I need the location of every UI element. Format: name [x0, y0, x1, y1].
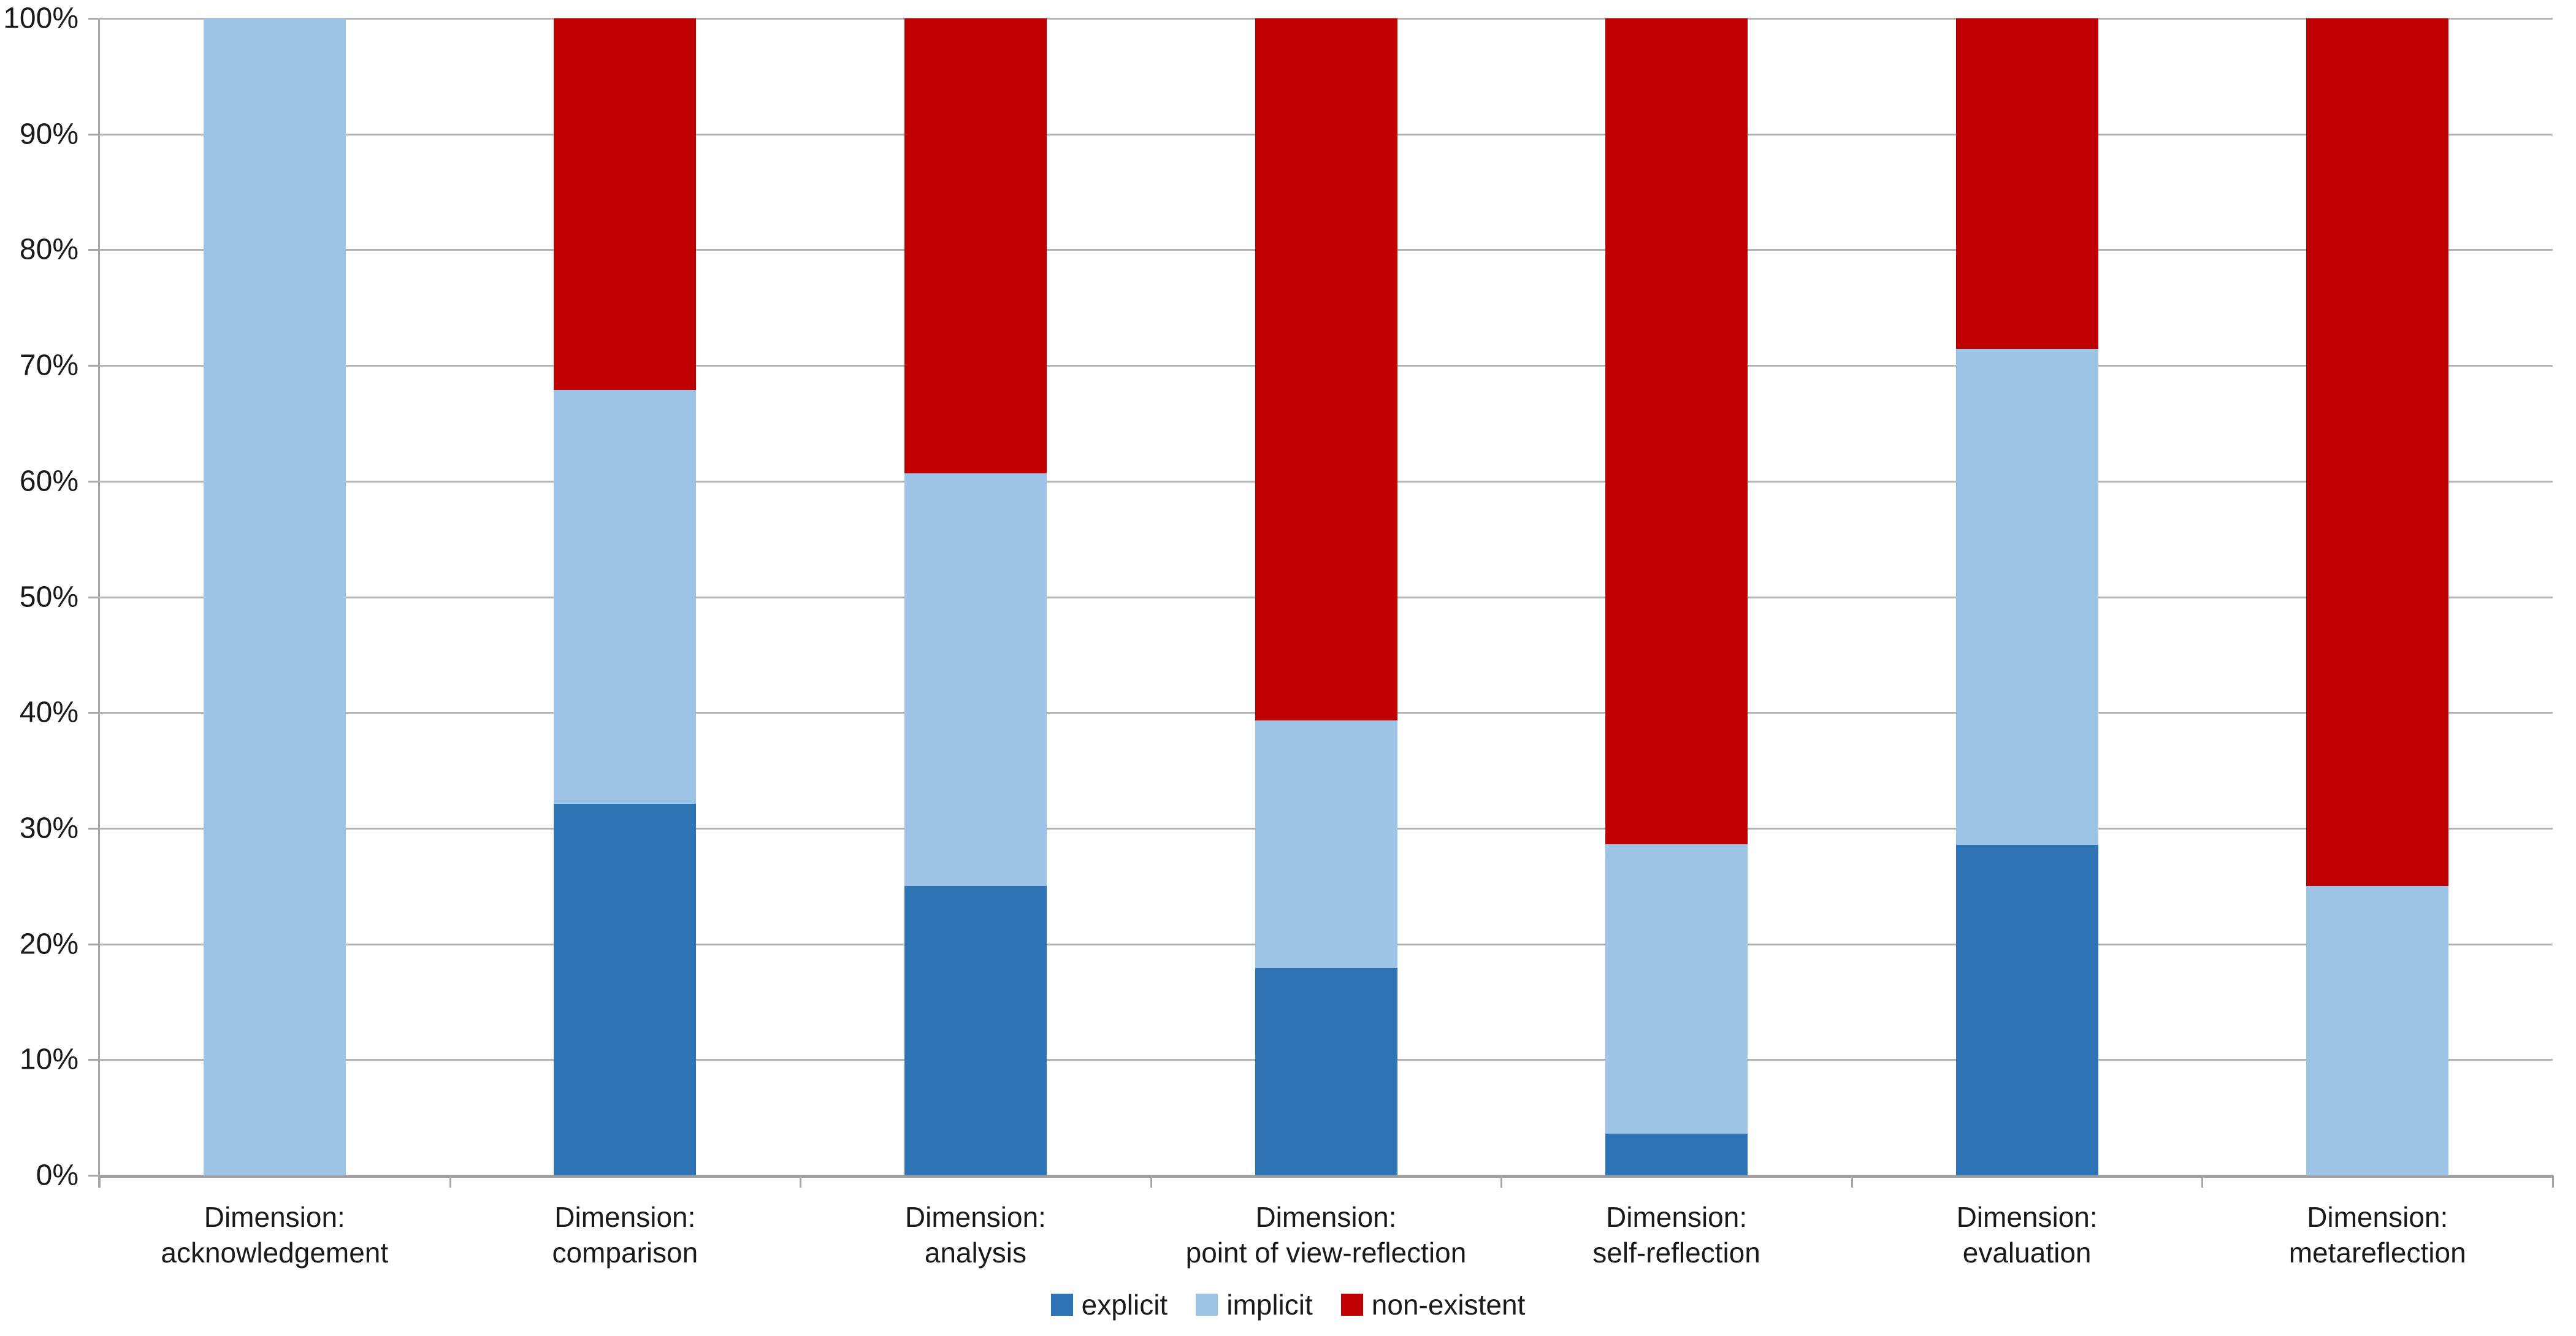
y-axis-label-60: 60%: [19, 465, 78, 498]
legend-item-explicit: explicit: [1050, 1288, 1168, 1321]
y-axis-tick-60: [88, 480, 98, 483]
y-axis-tick-30: [88, 827, 98, 830]
y-axis-tick-10: [88, 1059, 98, 1061]
bar-point-of-view-reflection-implicit: [1255, 720, 1397, 969]
bar-comparison-implicit: [554, 390, 697, 804]
x-axis-tick-0: [99, 1175, 101, 1188]
x-axis-label-point-of-view-reflection: Dimension: point of view-reflection: [1151, 1199, 1502, 1270]
bar-point-of-view-reflection-explicit: [1255, 968, 1397, 1175]
x-axis-label-line2: evaluation: [1962, 1237, 2092, 1269]
y-axis-label-70: 70%: [19, 349, 78, 382]
legend-label-non-existent: non-existent: [1371, 1289, 1526, 1321]
bar-self-reflection-non-existent: [1605, 18, 1748, 845]
y-axis-label-10: 10%: [19, 1043, 78, 1076]
y-axis-tick-0: [88, 1175, 98, 1177]
y-axis-tick-50: [88, 596, 98, 598]
y-axis-label-40: 40%: [19, 696, 78, 729]
bar-evaluation-non-existent: [1955, 18, 2098, 349]
x-axis-tick-4: [1500, 1175, 1503, 1188]
y-axis-label-100: 100%: [3, 2, 78, 35]
gridline-0: [99, 1175, 2553, 1178]
y-axis-tick-100: [88, 18, 98, 20]
legend-label-implicit: implicit: [1226, 1289, 1313, 1321]
x-axis-label-line2: analysis: [924, 1237, 1027, 1269]
x-axis-label-line1: Dimension:: [1606, 1201, 1748, 1233]
x-axis-label-self-reflection: Dimension: self-reflection: [1501, 1199, 1852, 1270]
x-axis-label-line1: Dimension:: [2307, 1201, 2448, 1233]
x-axis-tick-1: [449, 1175, 451, 1188]
plot-area: [88, 18, 2554, 1188]
y-axis-tick-80: [88, 249, 98, 251]
y-axis-tick-70: [88, 365, 98, 367]
x-axis-tick-6: [2201, 1175, 2204, 1188]
x-axis-label-acknowledgement: Dimension: acknowledgement: [99, 1199, 450, 1270]
legend-label-explicit: explicit: [1081, 1289, 1168, 1321]
y-axis-label-20: 20%: [19, 928, 78, 961]
x-axis-tick-7: [2552, 1175, 2554, 1188]
legend: explicit implicit non-existent: [0, 1285, 2576, 1324]
x-axis-label-line2: comparison: [552, 1237, 698, 1269]
y-axis-tick-90: [88, 133, 98, 136]
x-axis-tick-5: [1851, 1175, 1853, 1188]
x-axis-label-metareflection: Dimension: metareflection: [2202, 1199, 2553, 1270]
bar-comparison-non-existent: [554, 18, 697, 391]
x-axis-label-line1: Dimension:: [1956, 1201, 2098, 1233]
y-axis-line: [98, 18, 100, 1188]
x-axis-label-comparison: Dimension: comparison: [450, 1199, 801, 1270]
y-axis-label-90: 90%: [19, 118, 78, 151]
legend-item-non-existent: non-existent: [1340, 1288, 1526, 1321]
bar-acknowledgement-implicit: [203, 18, 346, 1175]
bar-self-reflection-implicit: [1605, 844, 1748, 1134]
y-axis-labels: 0% 10% 20% 30% 40% 50% 60% 70% 80% 90% 100%: [0, 2, 78, 1192]
x-axis-labels: Dimension: acknowledgement Dimension: compa…: [99, 1199, 2553, 1279]
bar-analysis-non-existent: [904, 18, 1047, 473]
y-axis-label-80: 80%: [19, 233, 78, 266]
legend-item-implicit: implicit: [1196, 1288, 1313, 1321]
x-axis-label-line2: metareflection: [2288, 1237, 2466, 1269]
bar-metareflection-implicit: [2306, 886, 2449, 1175]
bar-evaluation-explicit: [1955, 844, 2098, 1175]
legend-swatch-implicit: [1196, 1294, 1218, 1316]
x-axis-tick-3: [1150, 1175, 1152, 1188]
y-axis-label-50: 50%: [19, 581, 78, 613]
legend-swatch-non-existent: [1340, 1294, 1363, 1316]
x-axis-label-line2: point of view-reflection: [1185, 1237, 1467, 1269]
bar-evaluation-implicit: [1955, 349, 2098, 845]
legend-swatch-explicit: [1050, 1294, 1073, 1316]
bar-analysis-explicit: [904, 886, 1047, 1175]
x-axis-label-line1: Dimension:: [554, 1201, 696, 1233]
y-axis-label-0: 0%: [36, 1159, 78, 1192]
y-axis-label-30: 30%: [19, 812, 78, 845]
y-axis-tick-40: [88, 712, 98, 714]
x-axis-label-evaluation: Dimension: evaluation: [1852, 1199, 2203, 1270]
bar-metareflection-non-existent: [2306, 18, 2449, 887]
bar-point-of-view-reflection-non-existent: [1255, 18, 1397, 721]
y-axis-tick-20: [88, 943, 98, 945]
x-axis-label-analysis: Dimension: analysis: [800, 1199, 1151, 1270]
bar-self-reflection-explicit: [1605, 1134, 1748, 1175]
x-axis-tick-2: [800, 1175, 802, 1188]
x-axis-label-line1: Dimension:: [904, 1201, 1046, 1233]
x-axis-label-line2: acknowledgement: [161, 1237, 389, 1269]
bar-analysis-implicit: [904, 473, 1047, 887]
x-axis-label-line1: Dimension:: [204, 1201, 345, 1233]
x-axis-label-line2: self-reflection: [1592, 1237, 1760, 1269]
bar-comparison-explicit: [554, 803, 697, 1175]
x-axis-label-line1: Dimension:: [1255, 1201, 1397, 1233]
